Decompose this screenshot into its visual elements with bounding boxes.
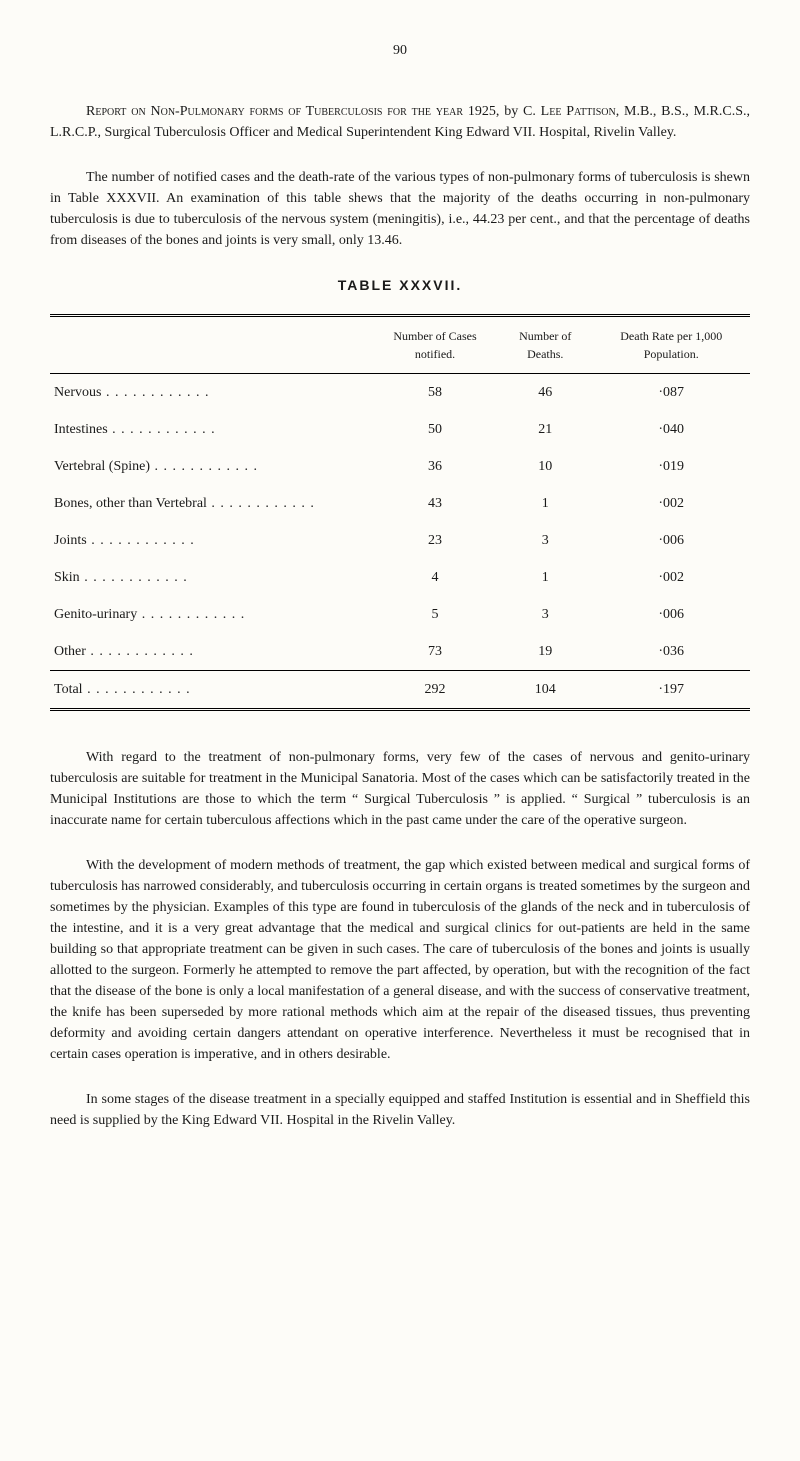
row-label: Vertebral (Spine): [50, 448, 372, 485]
row-label: Joints: [50, 522, 372, 559]
table-total-row: Total292104·197: [50, 671, 750, 710]
cell-rate: ·002: [592, 485, 750, 522]
cell-deaths: 1: [498, 485, 592, 522]
cell-notified: 50: [372, 411, 498, 448]
paragraph-2: The number of notified cases and the dea…: [50, 167, 750, 251]
cell-notified: 4: [372, 559, 498, 596]
table-title: TABLE XXXVII.: [50, 275, 750, 296]
table-header-row: Number of Cases notified. Number of Deat…: [50, 316, 750, 374]
total-rate: ·197: [592, 671, 750, 710]
data-table: Number of Cases notified. Number of Deat…: [50, 314, 750, 711]
row-label: Intestines: [50, 411, 372, 448]
cell-rate: ·006: [592, 522, 750, 559]
cell-deaths: 10: [498, 448, 592, 485]
row-label: Genito-urinary: [50, 596, 372, 633]
intro-paragraph: Report on Non-Pulmonary forms of Tubercu…: [50, 101, 750, 143]
cell-notified: 73: [372, 633, 498, 671]
col-header-notified: Number of Cases notified.: [372, 316, 498, 374]
table-row: Bones, other than Vertebral431·002: [50, 485, 750, 522]
row-label: Skin: [50, 559, 372, 596]
row-label: Bones, other than Vertebral: [50, 485, 372, 522]
row-label: Nervous: [50, 374, 372, 412]
col-header-rate: Death Rate per 1,000 Population.: [592, 316, 750, 374]
table-row: Joints233·006: [50, 522, 750, 559]
col-header-blank: [50, 316, 372, 374]
table-row: Skin41·002: [50, 559, 750, 596]
table-row: Genito-urinary53·006: [50, 596, 750, 633]
paragraph-3: With regard to the treatment of non-pulm…: [50, 747, 750, 831]
cell-notified: 58: [372, 374, 498, 412]
cell-rate: ·019: [592, 448, 750, 485]
cell-rate: ·002: [592, 559, 750, 596]
cell-deaths: 46: [498, 374, 592, 412]
total-label: Total: [50, 671, 372, 710]
total-notified: 292: [372, 671, 498, 710]
cell-rate: ·087: [592, 374, 750, 412]
cell-rate: ·006: [592, 596, 750, 633]
cell-rate: ·040: [592, 411, 750, 448]
paragraph-4: With the development of modern methods o…: [50, 855, 750, 1065]
cell-notified: 23: [372, 522, 498, 559]
cell-deaths: 19: [498, 633, 592, 671]
cell-deaths: 1: [498, 559, 592, 596]
table-row: Nervous5846·087: [50, 374, 750, 412]
paragraph-5: In some stages of the disease treatment …: [50, 1089, 750, 1131]
table-row: Intestines5021·040: [50, 411, 750, 448]
cell-deaths: 3: [498, 522, 592, 559]
col-header-deaths: Number of Deaths.: [498, 316, 592, 374]
table-row: Other7319·036: [50, 633, 750, 671]
cell-rate: ·036: [592, 633, 750, 671]
cell-notified: 43: [372, 485, 498, 522]
total-deaths: 104: [498, 671, 592, 710]
cell-notified: 36: [372, 448, 498, 485]
table-row: Vertebral (Spine)3610·019: [50, 448, 750, 485]
page-number: 90: [50, 40, 750, 61]
cell-deaths: 3: [498, 596, 592, 633]
row-label: Other: [50, 633, 372, 671]
cell-notified: 5: [372, 596, 498, 633]
cell-deaths: 21: [498, 411, 592, 448]
